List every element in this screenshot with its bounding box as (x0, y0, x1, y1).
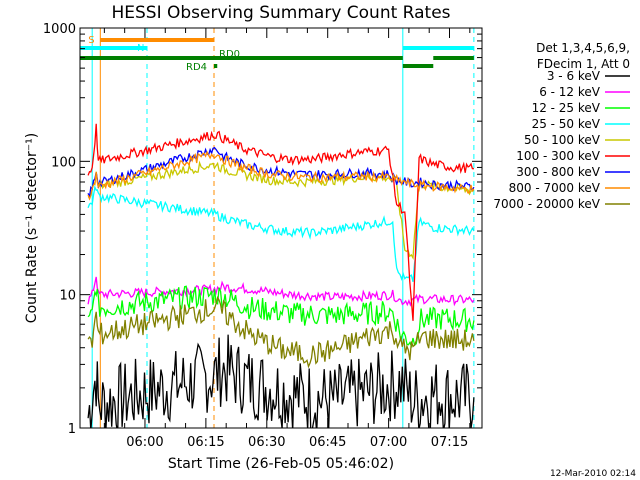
legend-header-line-0: Det 1,3,4,5,6,9, (536, 41, 630, 55)
footer-timestamp: 12-Mar-2010 02:14 (550, 469, 636, 479)
series-line-5 (87, 123, 474, 321)
mode-bar-label-5: RD4 (186, 62, 207, 73)
mode-bar-6 (402, 64, 434, 68)
series-line-0 (87, 334, 475, 428)
plot-frame (79, 27, 483, 429)
mode-bar-label-0: S (88, 35, 94, 46)
x-tick-label-4: 07:00 (370, 435, 407, 450)
x-tick-label-5: 07:15 (431, 435, 468, 450)
series-line-1 (87, 276, 475, 307)
plot-area: S N RD0 RD4 (80, 28, 475, 428)
y-tick-label-3: 1000 (43, 22, 76, 37)
x-tick-label-3: 06:45 (309, 435, 346, 450)
mode-bar-3 (80, 56, 403, 60)
legend-label-2: 12 - 25 keV (532, 101, 601, 115)
mode-bar-1 (80, 46, 147, 50)
legend-label-5: 100 - 300 keV (516, 149, 600, 163)
mode-bar-label-1: N (137, 43, 144, 54)
x-tick-label-1: 06:15 (187, 435, 224, 450)
chart-title: HESSI Observing Summary Count Rates (111, 3, 450, 23)
legend-label-8: 7000 - 20000 keV (493, 197, 600, 211)
y-tick-label-2: 100 (51, 155, 76, 170)
legend-header-line-1: FDecim 1, Att 0 (537, 57, 630, 71)
legend-label-6: 300 - 800 keV (516, 165, 600, 179)
mode-bar-5 (214, 64, 218, 68)
x-tick-label-0: 06:00 (126, 435, 163, 450)
mode-bar-0 (100, 38, 214, 42)
y-axis-label: Count Rate (s⁻¹ detector⁻¹) (24, 133, 40, 323)
legend-header: Det 1,3,4,5,6,9, FDecim 1, Att 0 (536, 41, 630, 71)
legend-label-4: 50 - 100 keV (524, 133, 601, 147)
mode-bar-4 (433, 56, 474, 60)
legend-label-1: 6 - 12 keV (539, 85, 601, 99)
legend-label-3: 25 - 50 keV (532, 117, 601, 131)
mode-bar-2 (402, 46, 474, 50)
x-axis-label: Start Time (26-Feb-05 05:46:02) (168, 456, 394, 472)
x-tick-label-2: 06:30 (248, 435, 285, 450)
series-line-7 (87, 150, 475, 201)
mode-bar-label-3: RD0 (219, 49, 240, 60)
series-line-2 (87, 285, 475, 349)
legend: 3 - 6 keV 6 - 12 keV 12 - 25 keV 25 - 50 ke… (493, 69, 630, 211)
series-line-6 (87, 146, 475, 198)
legend-label-7: 800 - 7000 keV (509, 181, 601, 195)
y-tick-label-1: 10 (59, 289, 76, 304)
legend-label-0: 3 - 6 keV (547, 69, 601, 83)
series-line-8 (87, 295, 475, 369)
y-tick-label-0: 1 (68, 422, 76, 437)
axis-ticks: 1 10 100 1000 06:00 06:15 06:30 06:45 07:00 07:15 (43, 22, 482, 450)
